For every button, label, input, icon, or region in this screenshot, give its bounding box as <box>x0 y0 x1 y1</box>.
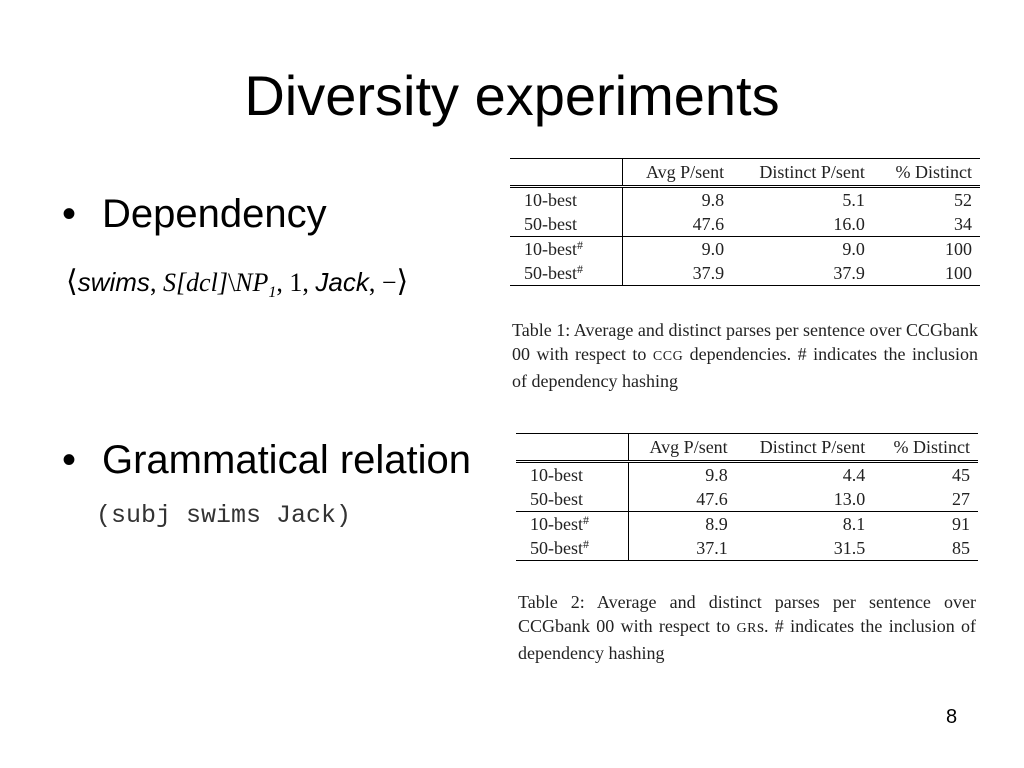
cell-distinct: 31.5 <box>735 536 874 561</box>
category-np-subscript: 1 <box>268 284 277 301</box>
cell-distinct: 8.1 <box>842 513 866 534</box>
bullet-text: Dependency <box>102 192 327 236</box>
row-label: 50-best# <box>516 536 629 561</box>
cell-avg: 47.6 <box>628 487 736 512</box>
header-pct: % Distinct <box>893 436 971 457</box>
cell-avg: 9.0 <box>701 238 725 259</box>
open-angle: ⟨ <box>66 265 78 298</box>
page-number: 8 <box>946 706 958 728</box>
head-word: swims <box>77 267 150 297</box>
row-label: 10-best <box>516 461 629 487</box>
table-row: 50-best 47.6 13.0 27 <box>516 487 978 512</box>
gr-example: (subj swims Jack) <box>96 501 352 530</box>
cell-pct: 100 <box>945 238 972 259</box>
table-row: 10-best# 8.9 8.1 91 <box>516 511 978 536</box>
header-distinct: Distinct P/sent <box>759 436 866 457</box>
header-pct: % Distinct <box>895 161 973 182</box>
table-row: 50-best# 37.9 37.9 100 <box>510 261 980 286</box>
dash: − <box>381 268 397 297</box>
table-header-row: Avg P/sent Distinct P/sent % Distinct <box>510 158 980 187</box>
table-row: 10-best 9.8 4.4 45 <box>516 461 978 487</box>
table-row: 50-best# 37.1 31.5 85 <box>516 536 978 561</box>
cell-pct: 100 <box>872 261 980 286</box>
header-empty <box>516 433 629 462</box>
separator: , <box>149 268 157 297</box>
cell-distinct: 13.0 <box>735 487 874 512</box>
cell-pct: 91 <box>952 513 970 534</box>
header-avg: Avg P/sent <box>645 161 725 182</box>
table-row: 50-best 47.6 16.0 34 <box>510 212 980 237</box>
cell-avg: 8.9 <box>705 513 728 534</box>
close-angle: ⟩ <box>396 265 409 298</box>
category-feature: [dcl] <box>175 268 228 297</box>
category-np: NP <box>235 268 269 297</box>
bullet-grammatical-relation: • Grammatical relation <box>62 436 471 484</box>
row-label: 10-best <box>510 186 623 212</box>
separator: , <box>276 268 283 297</box>
table-2: Avg P/sent Distinct P/sent % Distinct 10… <box>516 433 978 561</box>
cell-pct: 85 <box>873 536 978 561</box>
separator: , <box>368 268 376 297</box>
table-2-caption: Table 2: Average and distinct parses per… <box>518 592 976 663</box>
cell-avg: 9.8 <box>705 464 728 485</box>
row-label: 10-best# <box>510 236 623 261</box>
cell-avg: 37.9 <box>622 261 733 286</box>
header-empty <box>510 158 623 187</box>
category-s: S <box>162 268 176 297</box>
table-row: 10-best 9.8 5.1 52 <box>510 186 980 212</box>
bullet-marker: • <box>62 438 77 482</box>
slide-title: Diversity experiments <box>244 64 780 127</box>
bullet-dependency: • Dependency <box>62 190 327 238</box>
cell-distinct: 16.0 <box>732 212 873 237</box>
row-label: 10-best# <box>516 511 629 536</box>
cell-pct: 45 <box>952 464 970 485</box>
separator: , <box>302 268 309 297</box>
table-1: Avg P/sent Distinct P/sent % Distinct 10… <box>510 158 980 286</box>
header-distinct: Distinct P/sent <box>759 161 865 182</box>
bullet-marker: • <box>62 192 77 236</box>
row-label: 50-best# <box>510 261 623 286</box>
table-1-caption: Table 1: Average and distinct parses per… <box>512 320 978 391</box>
dependency-example: ⟨swims, S[dcl]\NP1, 1, Jack, −⟩ <box>66 262 408 313</box>
cell-avg: 9.8 <box>701 189 725 210</box>
header-avg: Avg P/sent <box>649 436 728 457</box>
cell-distinct: 9.0 <box>842 238 865 259</box>
cell-distinct: 4.4 <box>842 464 866 485</box>
cell-pct: 34 <box>872 212 980 237</box>
argument-word: Jack <box>315 267 369 297</box>
cell-distinct: 37.9 <box>732 261 873 286</box>
table-row: 10-best# 9.0 9.0 100 <box>510 236 980 261</box>
cell-distinct: 5.1 <box>842 189 865 210</box>
table-header-row: Avg P/sent Distinct P/sent % Distinct <box>516 433 978 462</box>
cell-pct: 52 <box>954 189 972 210</box>
cell-avg: 47.6 <box>622 212 733 237</box>
bullet-text: Grammatical relation <box>102 438 472 482</box>
category-slash: \ <box>227 268 236 297</box>
cell-pct: 27 <box>873 487 978 512</box>
row-label: 50-best <box>510 212 623 237</box>
slot-number: 1 <box>289 268 303 297</box>
row-label: 50-best <box>516 487 629 512</box>
cell-avg: 37.1 <box>628 536 736 561</box>
